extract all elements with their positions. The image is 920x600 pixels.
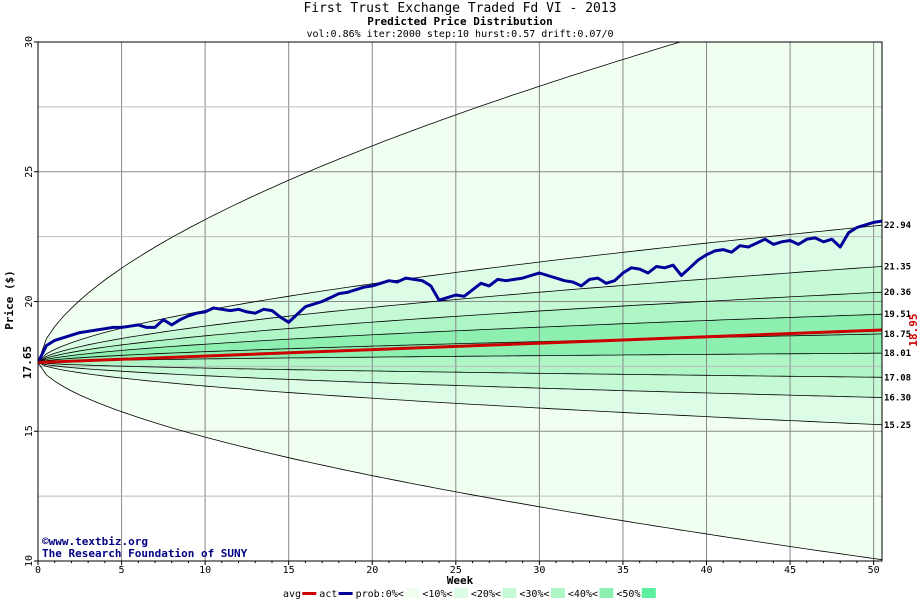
chart-subtitle: Predicted Price Distribution [367, 15, 552, 28]
legend-swatch [599, 588, 614, 598]
band-boundary-line [38, 266, 882, 363]
x-tick-label: 0 [35, 565, 41, 576]
band-level-label: 19.51 [884, 310, 911, 320]
y-tick-label: 15 [24, 425, 35, 437]
plot-clipped [38, 42, 882, 561]
legend-label-avg: avg [283, 589, 301, 600]
x-tick-label: 20 [366, 565, 378, 576]
band-boundary-line [38, 313, 882, 363]
y-tick-label: 30 [24, 36, 35, 48]
y-tick-label: 20 [24, 295, 35, 307]
x-tick-label: 25 [450, 565, 462, 576]
band-boundary-line [38, 224, 882, 363]
band-level-label: 16.30 [884, 394, 911, 404]
band-boundary-line [38, 362, 882, 426]
x-tick-label: 40 [700, 565, 712, 576]
legend-swatch [502, 588, 517, 598]
legend-swatch [550, 588, 565, 598]
series-line-avg [38, 328, 882, 364]
credit-org: The Research Foundation of SUNY [42, 547, 248, 560]
band-level-labels: 22.94 21.35 20.36 19.51 18.75 18.01 17.08 16.30… [21, 221, 920, 431]
y-axis-ticks: 10 15 20 25 30 [24, 36, 38, 567]
band-level-label: 17.08 [884, 373, 911, 383]
x-axis-label: Week [447, 574, 474, 587]
final-avg-label: 18.95 [907, 313, 920, 346]
x-tick-label: 10 [199, 565, 211, 576]
band-boundary-line [38, 362, 882, 561]
series-line-act [38, 219, 882, 364]
y-tick-label: 10 [24, 555, 35, 567]
chart-title: First Trust Exchange Traded Fd VI - 2013 [303, 1, 616, 16]
legend-label-40: <40%< [568, 589, 598, 600]
y-axis-label: Price ($) [3, 270, 16, 330]
legend-label-act: act [319, 589, 337, 600]
x-tick-label: 50 [868, 565, 880, 576]
band-boundary-line [38, 42, 682, 363]
x-axis-ticks: 0 5 10 15 20 25 30 35 40 45 50 [35, 561, 880, 576]
band-level-label: 18.01 [884, 349, 911, 359]
x-tick-label: 35 [617, 565, 629, 576]
band-boundary-line [38, 352, 882, 363]
credit-site: ©www.textbiz.org [42, 535, 148, 548]
legend-line-act [338, 592, 353, 595]
band-level-label: 20.36 [884, 288, 911, 298]
legend-swatch [405, 588, 420, 598]
legend-label-10: <10%< [422, 589, 452, 600]
copyright-icon: © [42, 535, 49, 548]
band-boundary-line [38, 291, 882, 363]
x-tick-label: 5 [119, 565, 125, 576]
x-tick-label: 45 [784, 565, 796, 576]
x-tick-label: 30 [533, 565, 545, 576]
band-level-label: 18.75 [884, 330, 911, 340]
legend-label-50: <50% [616, 589, 640, 600]
legend-swatch [641, 588, 656, 598]
x-tick-label: 15 [283, 565, 295, 576]
legend-line-avg [302, 592, 317, 595]
start-price-label: 17.65 [21, 346, 34, 379]
band-level-label: 15.25 [884, 421, 911, 431]
band-level-label: 22.94 [884, 221, 912, 231]
simulation-params: vol:0.86% iter:2000 step:10 hurst:0.57 d… [306, 29, 613, 40]
legend-label-20: <20%< [471, 589, 501, 600]
chart-legend: avg act prob:0%< <10%< <20%< <30%< <40%< <50% [283, 588, 656, 600]
band-boundary-line [38, 362, 882, 378]
credit-site-text: www.textbiz.org [49, 535, 148, 548]
legend-label-prob0: prob:0%< [356, 589, 404, 600]
band-boundary-line [38, 362, 882, 398]
y-tick-label: 25 [24, 166, 35, 178]
plot-area [37, 41, 883, 562]
band-level-label: 21.35 [884, 262, 911, 272]
legend-swatch [453, 588, 468, 598]
legend-label-30: <30%< [519, 589, 549, 600]
band-boundary-line [38, 333, 882, 363]
